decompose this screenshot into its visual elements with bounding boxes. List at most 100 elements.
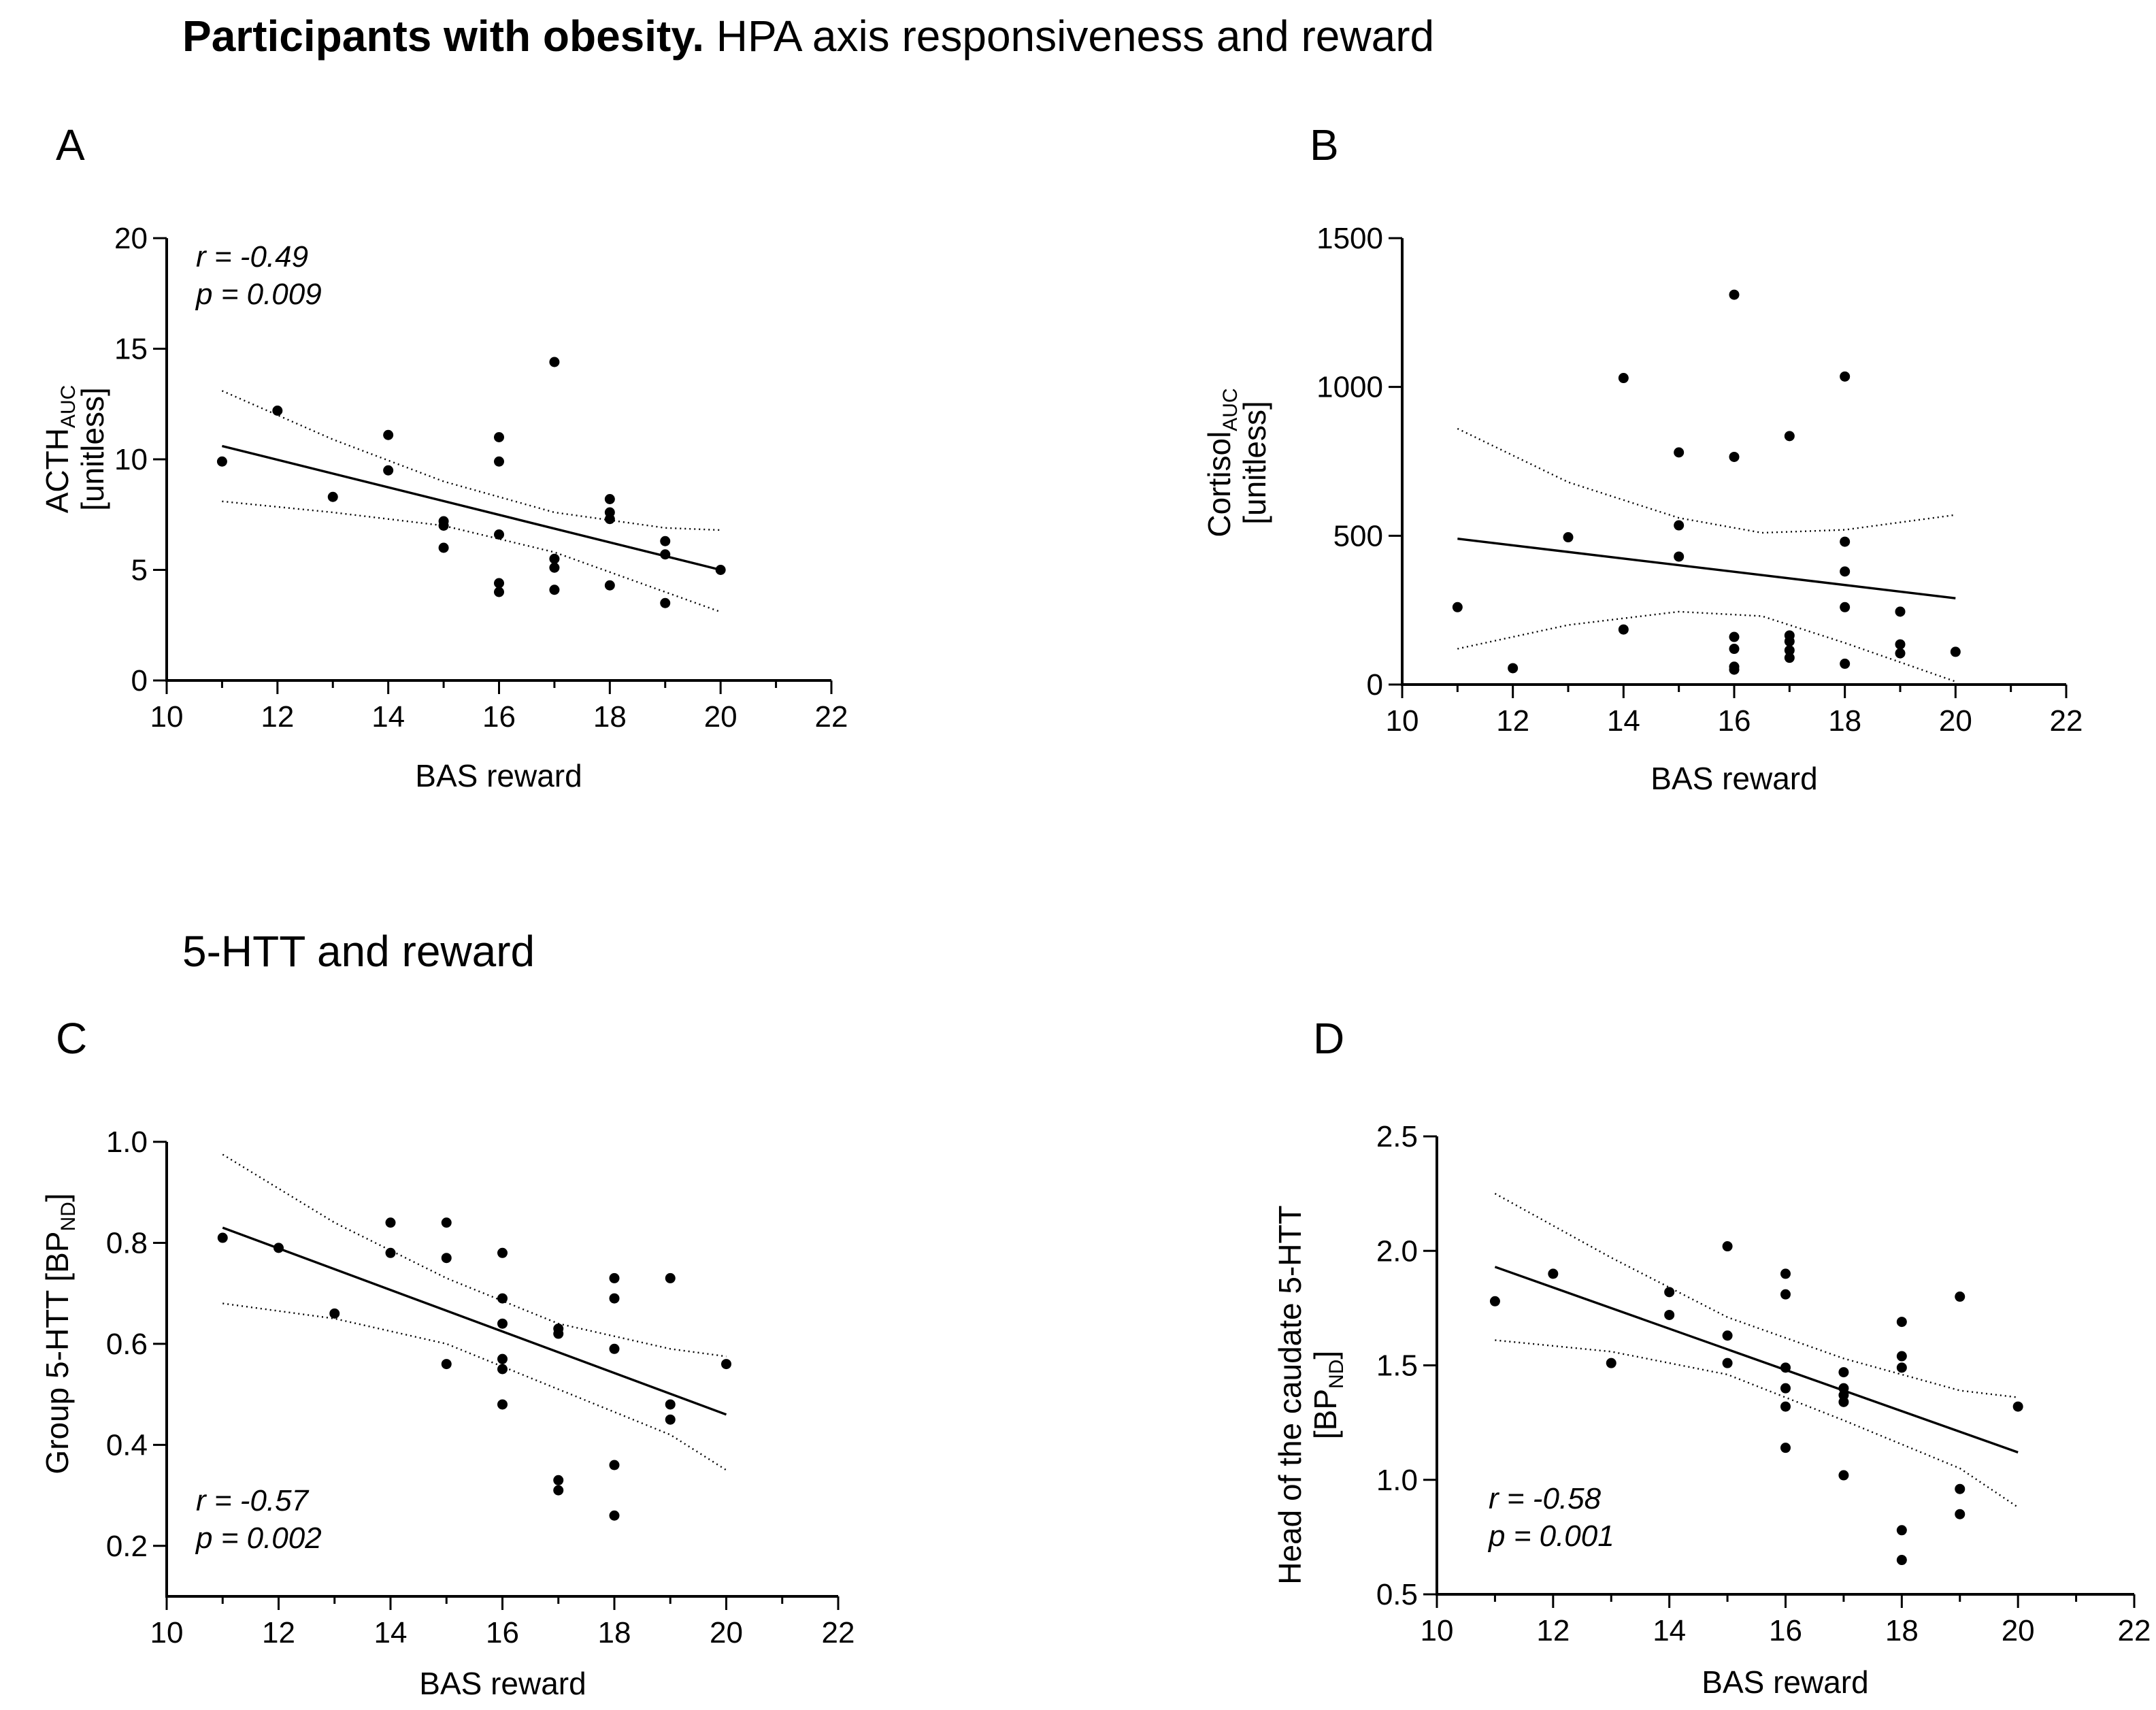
data-point: [1950, 646, 1961, 657]
ylabel-d-sub: ND: [1325, 1360, 1348, 1389]
x-tick-label: 12: [1536, 1614, 1570, 1647]
data-point: [609, 1293, 620, 1304]
main-heading-rest: HPA axis responsiveness and reward: [704, 12, 1434, 61]
data-point: [1784, 431, 1795, 442]
data-point: [1840, 371, 1851, 382]
panel-a: A 10 12 14 16 18 20 22 0 5 10 15 20 r = -0.49 p = 0…: [39, 120, 848, 793]
data-point: [1729, 289, 1740, 300]
data-point: [494, 578, 504, 589]
data-point: [385, 1217, 396, 1228]
ylabel-d-main: Head of the caudate 5-HTT: [1272, 1205, 1308, 1584]
x-tick-label: 14: [374, 1616, 408, 1649]
data-point: [1780, 1268, 1791, 1279]
ylabel-b-main: Cortisol: [1201, 431, 1237, 538]
x-tick-label: 14: [1653, 1614, 1686, 1647]
data-point: [1838, 1396, 1849, 1407]
data-point: [441, 1217, 452, 1228]
data-point: [1489, 1296, 1500, 1306]
data-point: [2012, 1401, 2023, 1412]
ylabel-d-unit: [BP: [1308, 1389, 1343, 1439]
x-tick-label: 18: [598, 1616, 631, 1649]
data-point: [327, 491, 338, 502]
data-point: [1722, 1241, 1733, 1252]
data-point: [494, 587, 504, 597]
ylabel-d: Head of the caudate 5-HTT [BPND]: [1272, 1205, 1348, 1584]
data-point: [497, 1293, 508, 1304]
x-tick-label: 12: [262, 1616, 295, 1649]
y-tick-label: 0.4: [106, 1428, 148, 1462]
data-point: [1784, 645, 1795, 656]
data-point: [1722, 1358, 1733, 1368]
regression-line-a: [222, 444, 721, 572]
data-point: [438, 542, 449, 553]
data-point: [549, 357, 560, 367]
data-point: [715, 565, 726, 575]
data-point: [441, 1359, 452, 1370]
ylabel-a: ACTHAUC [unitless]: [39, 385, 110, 514]
data-point: [1780, 1383, 1791, 1394]
y-tick-label: 500: [1333, 519, 1383, 553]
data-point: [1606, 1358, 1616, 1368]
ylabel-a-main: ACTH: [39, 428, 75, 513]
data-point: [660, 536, 671, 546]
x-tick-label: 12: [1496, 704, 1529, 738]
data-point: [660, 597, 671, 608]
x-tick-label: 22: [815, 700, 848, 734]
data-point: [553, 1485, 564, 1496]
data-point: [1896, 1317, 1907, 1328]
data-point: [1955, 1509, 1966, 1519]
data-point: [721, 1359, 731, 1370]
panel-b: B 10 12 14 16 18 20 22 0 500 1000 1500 CortisolAUC…: [1201, 120, 2083, 796]
x-tick-label: 16: [1769, 1614, 1802, 1647]
y-tick-label: 0.6: [106, 1328, 148, 1361]
section-heading: 5-HTT and reward: [182, 927, 535, 976]
data-point: [497, 1399, 508, 1410]
x-tick-label: 16: [486, 1616, 519, 1649]
x-tick-label: 22: [822, 1616, 855, 1649]
y-tick-label: 20: [114, 222, 148, 255]
plot-b: 10 12 14 16 18 20 22 0 500 1000 1500: [1316, 222, 2083, 738]
data-point: [1838, 1470, 1849, 1481]
data-point: [497, 1353, 508, 1364]
data-point: [441, 1253, 452, 1264]
x-tick-label: 14: [1607, 704, 1640, 738]
ylabel-c-sub: ND: [57, 1202, 80, 1231]
x-tick-label: 10: [1386, 704, 1419, 738]
x-tick-label: 20: [2002, 1614, 2035, 1647]
data-point: [1784, 636, 1795, 647]
y-tick-label: 10: [114, 443, 148, 476]
ylabel-c-main: Group 5-HTT [BP: [39, 1232, 75, 1475]
ci-lower-band-a: [222, 500, 721, 613]
data-point: [604, 494, 615, 504]
plot-c: 10 12 14 16 18 20 22 0.2 0.4 0.6 0.8 1.0: [106, 1125, 855, 1649]
data-point: [665, 1399, 676, 1410]
data-point: [609, 1510, 620, 1521]
data-point: [1618, 624, 1629, 635]
xlabel-a: BAS reward: [415, 758, 582, 793]
data-point: [549, 553, 560, 564]
regression-line-b: [1457, 538, 1956, 599]
data-point: [609, 1460, 620, 1470]
y-tick-label: 1.0: [1376, 1464, 1418, 1497]
x-tick-label: 18: [593, 700, 627, 734]
y-tick-label: 0.2: [106, 1530, 148, 1563]
data-point: [1955, 1483, 1966, 1494]
data-point: [665, 1414, 676, 1425]
main-heading: Participants with obesity. HPA axis resp…: [182, 12, 1434, 61]
data-point: [1895, 606, 1906, 617]
y-tick-label: 0.5: [1376, 1578, 1418, 1611]
data-point: [497, 1364, 508, 1375]
stat-r-c: r = -0.57: [196, 1484, 310, 1517]
data-point: [216, 456, 227, 467]
x-tick-label: 16: [1718, 704, 1751, 738]
data-point: [553, 1328, 564, 1339]
data-point: [665, 1272, 676, 1283]
panel-c: C 10 12 14 16 18 20 22 0.2 0.4 0.6 0.8 1.0 r = -0.5…: [39, 1014, 855, 1701]
data-point: [385, 1247, 396, 1258]
xlabel-b: BAS reward: [1651, 761, 1817, 796]
ci-upper-band-d: [1494, 1193, 2019, 1398]
data-point: [1664, 1309, 1675, 1320]
x-tick-label: 14: [371, 700, 405, 734]
data-point: [383, 465, 394, 476]
svg-text:Group 5-HTT [BPND]: Group 5-HTT [BPND]: [39, 1193, 80, 1474]
